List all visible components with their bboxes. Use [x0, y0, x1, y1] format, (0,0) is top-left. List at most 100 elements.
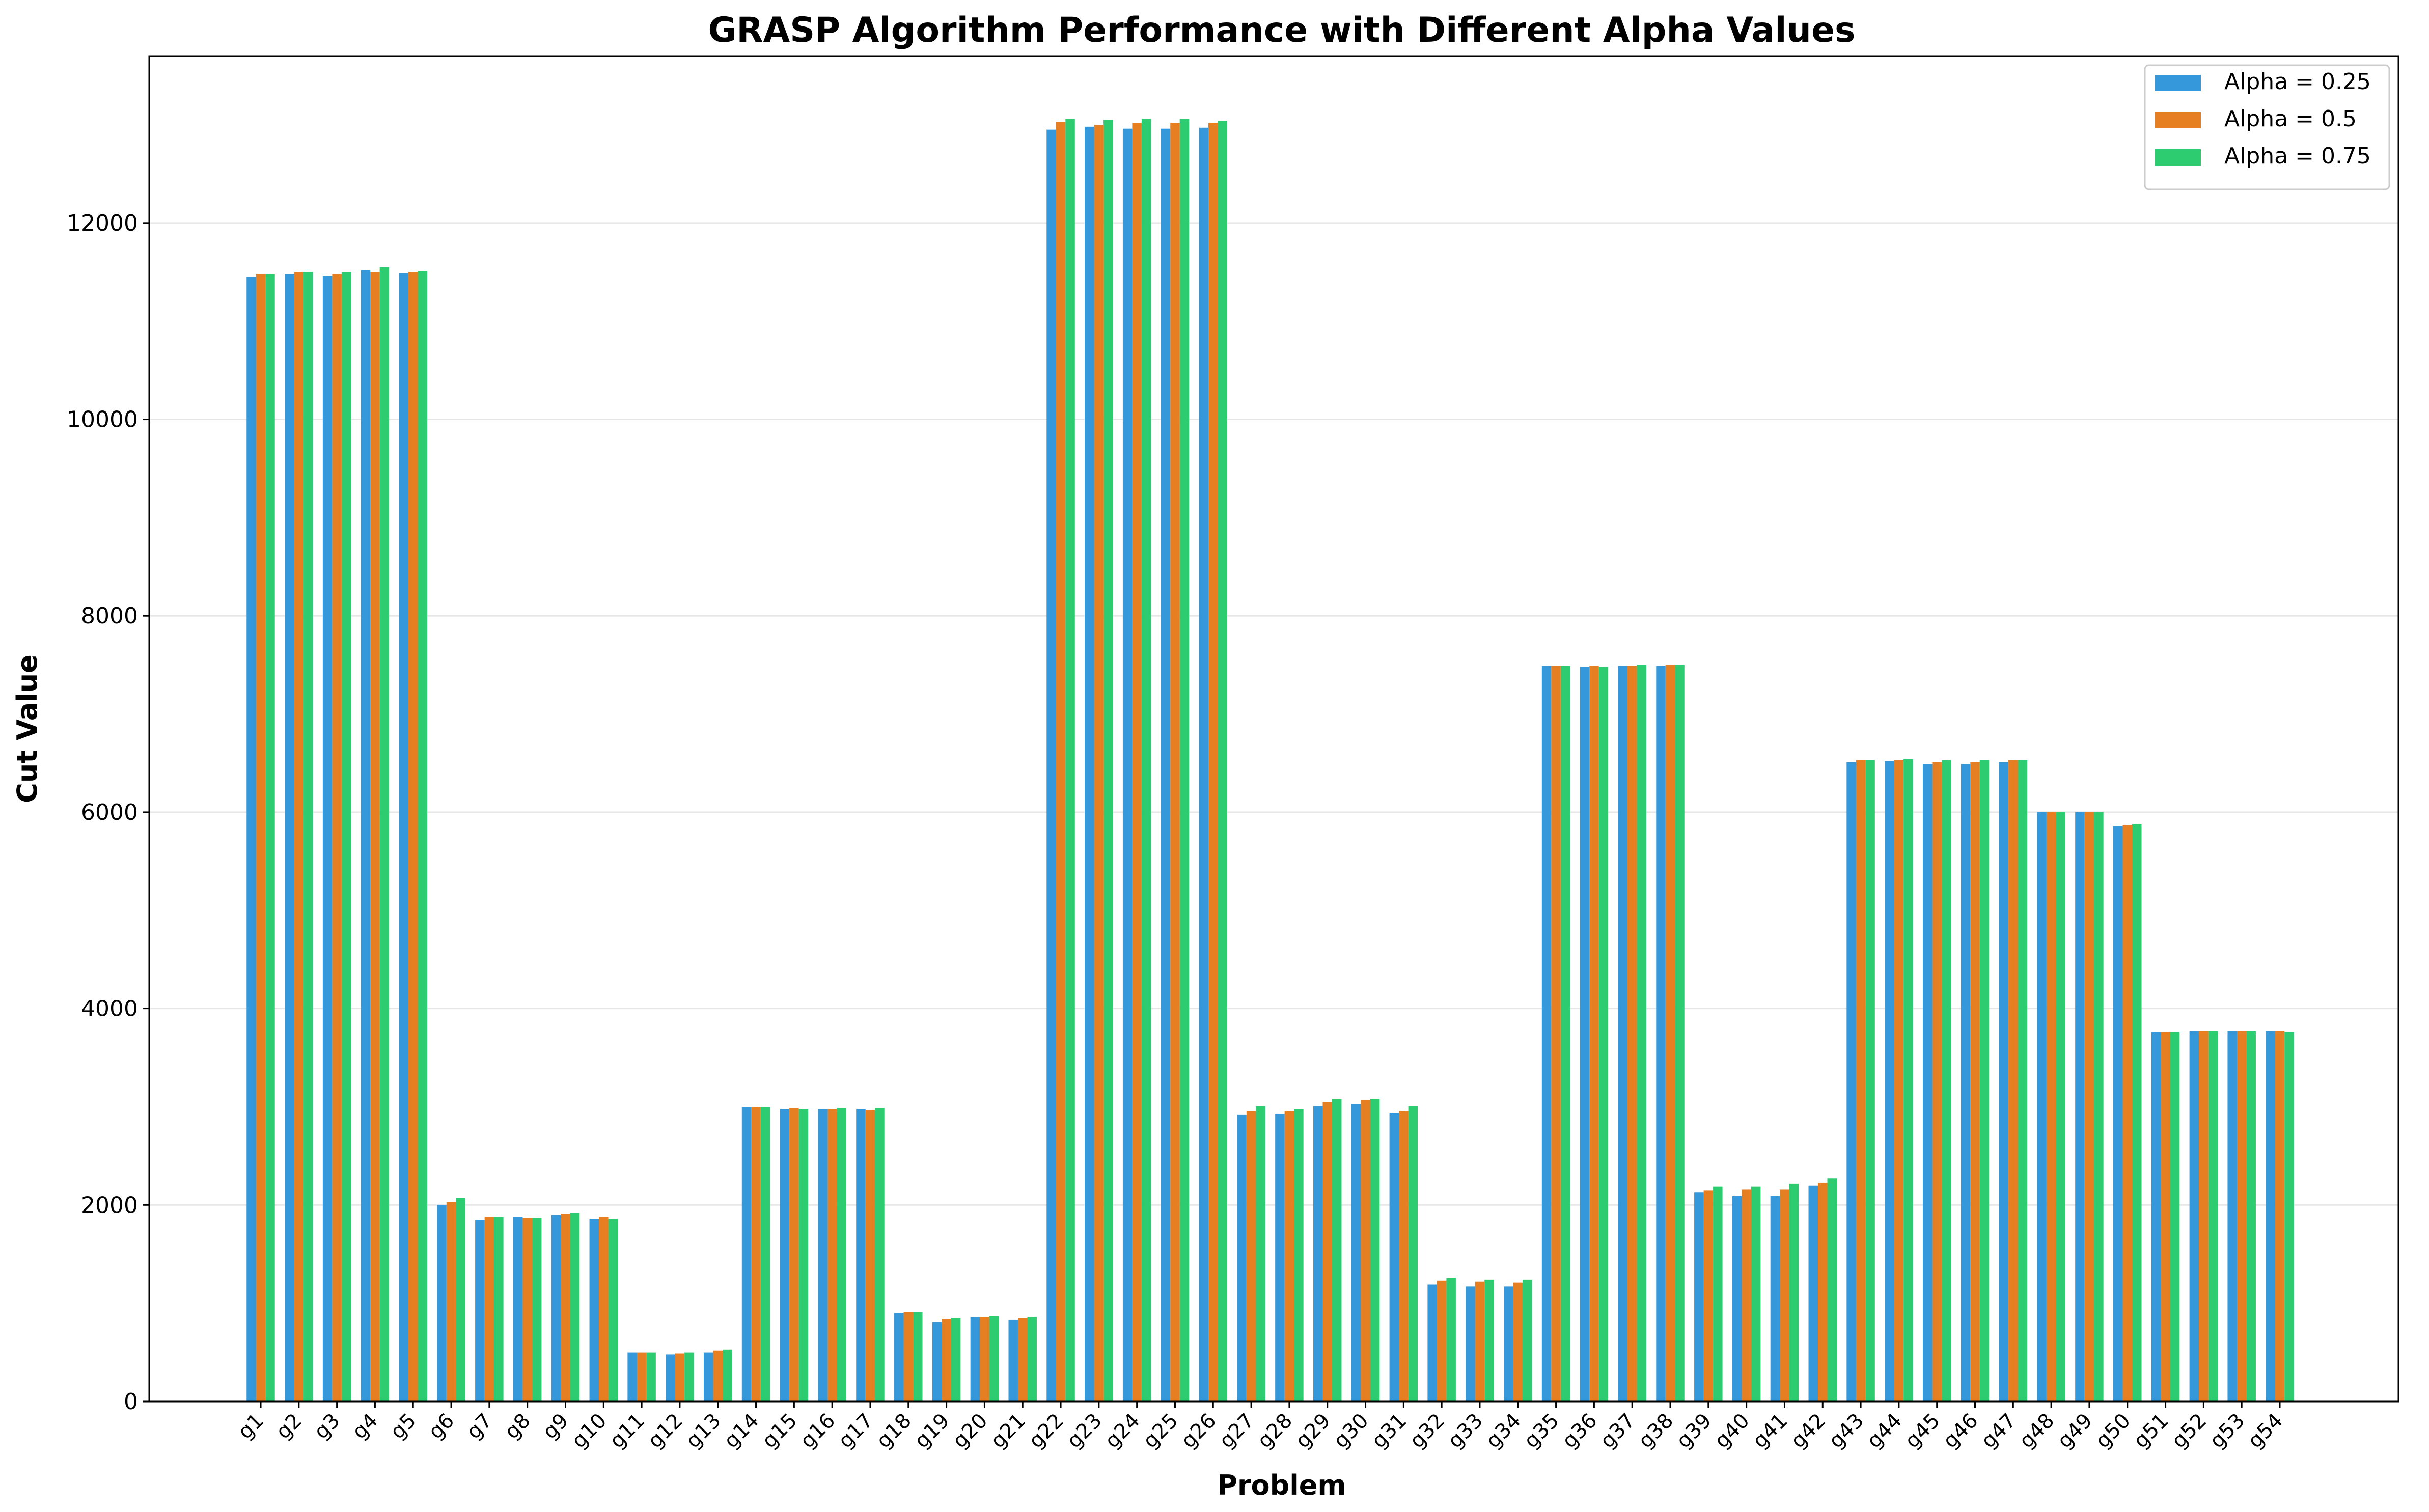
legend-item: Alpha = 0.25 — [2155, 69, 2371, 95]
bar — [1027, 1317, 1037, 1401]
bar — [2237, 1031, 2247, 1401]
bar — [2018, 760, 2028, 1401]
bar — [1780, 1189, 1789, 1401]
bar — [1332, 1099, 1342, 1401]
bar — [418, 271, 427, 1402]
bar — [1351, 1104, 1361, 1401]
bar — [2227, 1031, 2237, 1401]
bar — [1808, 1185, 1818, 1401]
bar — [322, 276, 333, 1402]
bar — [1475, 1281, 1485, 1401]
bar — [1932, 762, 1942, 1401]
y-tick-label: 12000 — [67, 210, 138, 236]
bar — [1399, 1111, 1409, 1401]
bar — [789, 1108, 799, 1401]
bar — [1713, 1186, 1723, 1401]
bar — [1085, 126, 1094, 1402]
y-ticks: 0 2000 4000 6000 8000 10000 12000 — [67, 210, 149, 1415]
y-tick-label: 4000 — [81, 996, 138, 1022]
bar — [1256, 1106, 1265, 1401]
bar — [1551, 666, 1561, 1401]
bar — [1703, 1190, 1714, 1401]
bar — [2189, 1031, 2199, 1401]
bar — [1742, 1189, 1751, 1401]
bar — [1523, 1279, 1532, 1401]
bar — [1122, 128, 1133, 1402]
bar — [370, 272, 380, 1402]
bar — [837, 1108, 846, 1401]
bar — [1789, 1183, 1799, 1401]
y-axis-label: Cut Value — [11, 654, 43, 803]
bar — [332, 274, 342, 1402]
plot-frame — [148, 55, 2399, 1403]
bar — [1237, 1114, 1247, 1401]
bar — [1170, 123, 1180, 1402]
bar — [703, 1352, 713, 1401]
bar — [1675, 665, 1685, 1401]
bar — [2151, 1032, 2161, 1401]
bar — [1856, 760, 1866, 1401]
bar — [2208, 1031, 2218, 1401]
bar — [599, 1217, 609, 1401]
bar — [894, 1313, 904, 1401]
bar — [1065, 119, 1075, 1402]
x-axis-label: Problem — [1217, 1469, 1346, 1501]
bar — [646, 1352, 656, 1401]
bar — [265, 274, 275, 1402]
bar — [1199, 127, 1209, 1402]
bar — [2246, 1031, 2256, 1401]
bar — [942, 1319, 951, 1401]
y-tick-label: 0 — [124, 1389, 138, 1415]
bar — [475, 1220, 485, 1401]
bars — [246, 119, 2294, 1402]
bar — [513, 1217, 523, 1401]
bar — [1446, 1278, 1456, 1401]
bar — [1056, 122, 1066, 1402]
bar — [1865, 760, 1875, 1401]
bar — [1903, 759, 1913, 1401]
legend: Alpha = 0.25 Alpha = 0.5 Alpha = 0.75 — [2144, 64, 2390, 190]
bar — [2122, 824, 2133, 1401]
bar — [2275, 1031, 2285, 1401]
bar — [532, 1218, 542, 1401]
bar — [341, 272, 351, 1402]
bar — [446, 1202, 456, 1401]
bar — [1008, 1319, 1018, 1401]
legend-swatch — [2155, 112, 2201, 128]
legend-box — [2144, 64, 2390, 190]
legend-label: Alpha = 0.25 — [2224, 69, 2371, 95]
legend-item: Alpha = 0.5 — [2155, 106, 2357, 132]
bar — [494, 1217, 504, 1401]
bar — [1541, 666, 1552, 1401]
bar — [2094, 812, 2104, 1401]
bar — [1370, 1099, 1380, 1401]
bar — [408, 272, 418, 1402]
bar — [1484, 1279, 1494, 1401]
legend-item: Alpha = 0.75 — [2155, 143, 2371, 169]
bar — [875, 1108, 885, 1401]
bar — [1427, 1284, 1437, 1401]
chart-title: GRASP Algorithm Performance with Differe… — [708, 10, 1855, 50]
bar — [294, 272, 304, 1402]
bar — [589, 1219, 599, 1401]
bar — [932, 1322, 942, 1401]
bar — [980, 1317, 989, 1401]
bar — [570, 1213, 580, 1401]
bar — [1408, 1106, 1418, 1401]
bar — [1941, 760, 1951, 1401]
y-tick-label: 2000 — [81, 1192, 138, 1218]
bar — [1103, 120, 1113, 1402]
bar — [1361, 1099, 1370, 1401]
bar — [798, 1109, 809, 1401]
bar — [1885, 761, 1894, 1401]
bar — [1732, 1196, 1742, 1401]
legend-swatch — [2155, 75, 2201, 91]
legend-label: Alpha = 0.75 — [2224, 143, 2371, 169]
bar — [722, 1349, 732, 1401]
bar — [741, 1107, 752, 1401]
bar — [1504, 1286, 1513, 1401]
bar — [1275, 1113, 1285, 1401]
bar — [1598, 667, 1609, 1401]
legend-label: Alpha = 0.5 — [2224, 106, 2357, 132]
bar — [1846, 762, 1856, 1401]
